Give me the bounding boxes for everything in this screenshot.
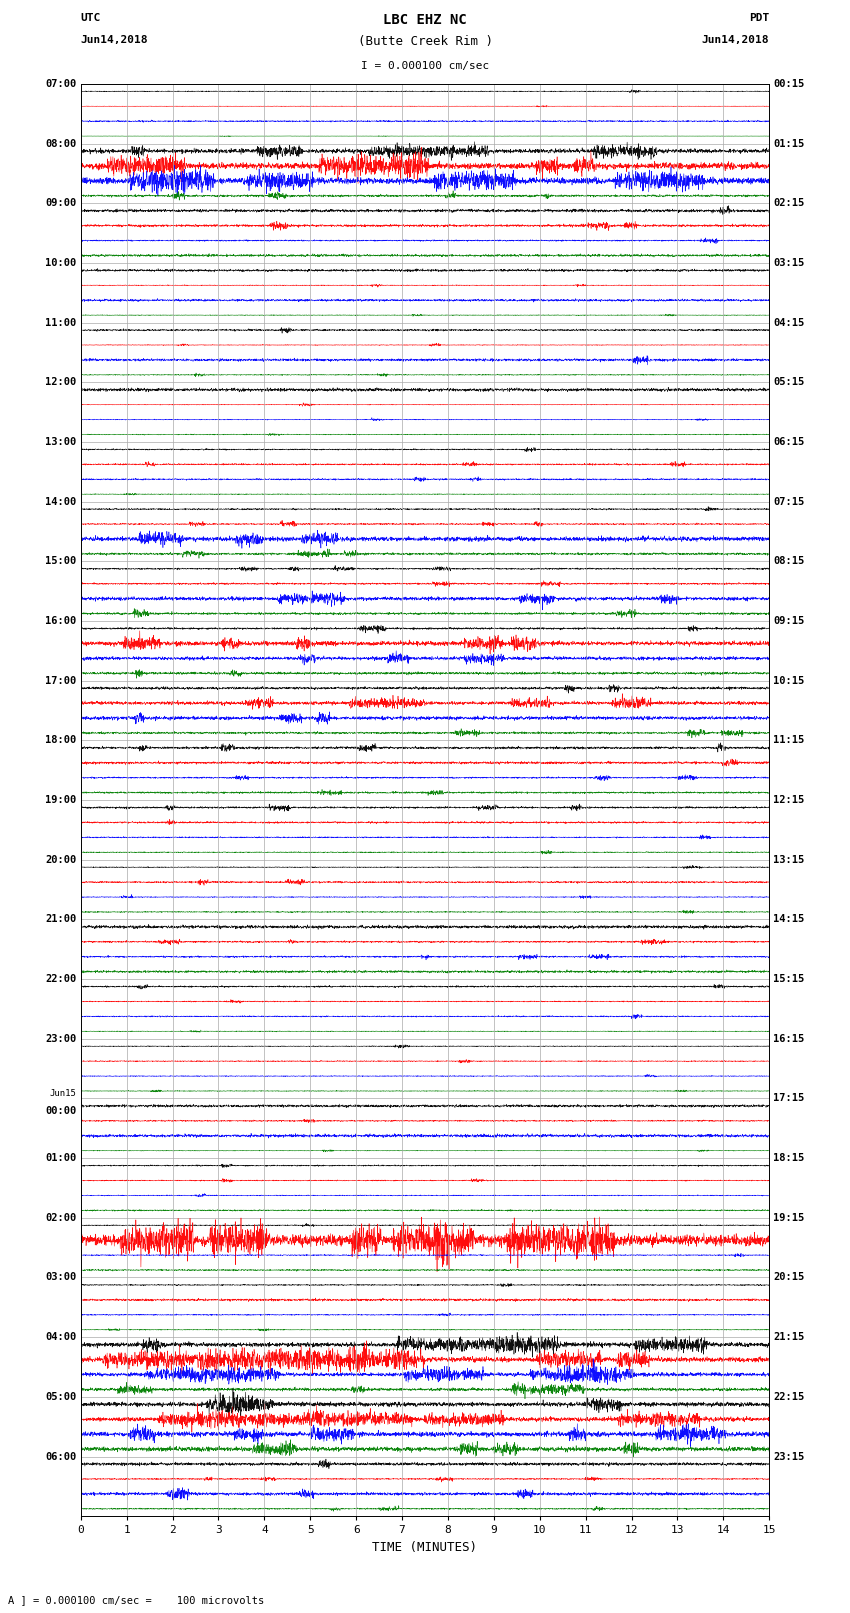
Text: 12:00: 12:00 xyxy=(45,377,76,387)
Text: 20:00: 20:00 xyxy=(45,855,76,865)
Text: 09:15: 09:15 xyxy=(774,616,805,626)
Text: 15:15: 15:15 xyxy=(774,974,805,984)
Text: 07:15: 07:15 xyxy=(774,497,805,506)
Text: 20:15: 20:15 xyxy=(774,1273,805,1282)
Text: 05:00: 05:00 xyxy=(45,1392,76,1402)
Text: 04:00: 04:00 xyxy=(45,1332,76,1342)
Text: 23:00: 23:00 xyxy=(45,1034,76,1044)
Text: 21:15: 21:15 xyxy=(774,1332,805,1342)
Text: 01:15: 01:15 xyxy=(774,139,805,148)
Text: 21:00: 21:00 xyxy=(45,915,76,924)
Text: 19:15: 19:15 xyxy=(774,1213,805,1223)
Text: 02:00: 02:00 xyxy=(45,1213,76,1223)
Text: PDT: PDT xyxy=(749,13,769,23)
Text: 22:00: 22:00 xyxy=(45,974,76,984)
Text: 19:00: 19:00 xyxy=(45,795,76,805)
Text: 14:15: 14:15 xyxy=(774,915,805,924)
Text: 18:15: 18:15 xyxy=(774,1153,805,1163)
Text: 10:00: 10:00 xyxy=(45,258,76,268)
Text: 07:00: 07:00 xyxy=(45,79,76,89)
Text: 22:15: 22:15 xyxy=(774,1392,805,1402)
Text: Jun14,2018: Jun14,2018 xyxy=(702,35,769,45)
Text: 06:15: 06:15 xyxy=(774,437,805,447)
Text: 14:00: 14:00 xyxy=(45,497,76,506)
Text: LBC EHZ NC: LBC EHZ NC xyxy=(383,13,467,27)
Text: 11:15: 11:15 xyxy=(774,736,805,745)
Text: 02:15: 02:15 xyxy=(774,198,805,208)
Text: (Butte Creek Rim ): (Butte Creek Rim ) xyxy=(358,35,492,48)
Text: 01:00: 01:00 xyxy=(45,1153,76,1163)
Text: 16:00: 16:00 xyxy=(45,616,76,626)
Text: 16:15: 16:15 xyxy=(774,1034,805,1044)
Text: 12:15: 12:15 xyxy=(774,795,805,805)
Text: 00:15: 00:15 xyxy=(774,79,805,89)
Text: I = 0.000100 cm/sec: I = 0.000100 cm/sec xyxy=(361,61,489,71)
Text: Jun15: Jun15 xyxy=(49,1089,76,1098)
Text: 05:15: 05:15 xyxy=(774,377,805,387)
Text: 00:00: 00:00 xyxy=(45,1107,76,1116)
X-axis label: TIME (MINUTES): TIME (MINUTES) xyxy=(372,1540,478,1553)
Text: 03:00: 03:00 xyxy=(45,1273,76,1282)
Text: 09:00: 09:00 xyxy=(45,198,76,208)
Text: 11:00: 11:00 xyxy=(45,318,76,327)
Text: 17:15: 17:15 xyxy=(774,1094,805,1103)
Text: 13:15: 13:15 xyxy=(774,855,805,865)
Text: 04:15: 04:15 xyxy=(774,318,805,327)
Text: 06:00: 06:00 xyxy=(45,1452,76,1461)
Text: 17:00: 17:00 xyxy=(45,676,76,686)
Text: 03:15: 03:15 xyxy=(774,258,805,268)
Text: 10:15: 10:15 xyxy=(774,676,805,686)
Text: 23:15: 23:15 xyxy=(774,1452,805,1461)
Text: Jun14,2018: Jun14,2018 xyxy=(81,35,148,45)
Text: 08:00: 08:00 xyxy=(45,139,76,148)
Text: 08:15: 08:15 xyxy=(774,556,805,566)
Text: 13:00: 13:00 xyxy=(45,437,76,447)
Text: 15:00: 15:00 xyxy=(45,556,76,566)
Text: UTC: UTC xyxy=(81,13,101,23)
Text: 18:00: 18:00 xyxy=(45,736,76,745)
Text: A ] = 0.000100 cm/sec =    100 microvolts: A ] = 0.000100 cm/sec = 100 microvolts xyxy=(8,1595,264,1605)
